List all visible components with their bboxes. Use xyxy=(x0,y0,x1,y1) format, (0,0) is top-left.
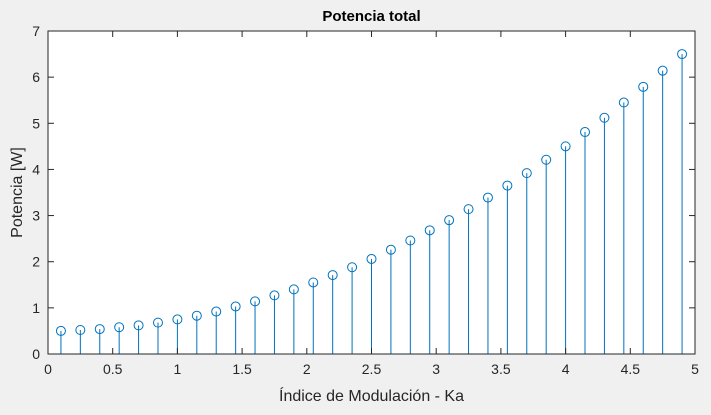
stem-marker xyxy=(541,154,552,165)
stem-point xyxy=(288,284,299,354)
stem-marker xyxy=(191,310,202,321)
stem-point xyxy=(385,244,396,354)
y-tick-label: 7 xyxy=(32,23,40,39)
stem-point xyxy=(191,310,202,354)
stem-point xyxy=(308,277,319,354)
y-tick-label: 6 xyxy=(32,69,40,85)
stem-marker xyxy=(347,262,358,273)
stem-point xyxy=(230,301,241,354)
stem-marker xyxy=(444,215,455,226)
stem-series xyxy=(55,49,688,354)
stem-point xyxy=(327,270,338,354)
stem-marker xyxy=(133,320,144,331)
stem-marker xyxy=(269,290,280,301)
stem-point xyxy=(599,112,610,354)
stem-marker xyxy=(366,253,377,264)
axes-box xyxy=(47,30,696,355)
stem-point xyxy=(502,180,513,354)
stem-marker xyxy=(75,325,86,336)
stem-point xyxy=(269,290,280,354)
stem-point xyxy=(55,325,66,354)
x-tick-label: 2 xyxy=(303,361,311,377)
x-tick-label: 1.5 xyxy=(232,361,252,377)
stem-point xyxy=(366,253,377,354)
stem-marker xyxy=(580,127,591,138)
stem-point xyxy=(482,192,493,354)
stem-marker xyxy=(521,168,532,179)
stem-marker xyxy=(657,65,668,76)
stem-marker xyxy=(308,277,319,288)
x-tick-label: 0 xyxy=(44,361,52,377)
y-tick-label: 2 xyxy=(32,254,40,270)
stem-point xyxy=(347,262,358,354)
x-tick-label: 5 xyxy=(691,361,699,377)
stem-point xyxy=(114,322,125,354)
stem-marker xyxy=(288,284,299,295)
stem-point xyxy=(521,168,532,354)
x-tick-label: 4.5 xyxy=(621,361,641,377)
y-tick-label: 0 xyxy=(32,346,40,362)
stem-point xyxy=(463,204,474,354)
stem-point xyxy=(152,317,163,354)
x-tick-label: 3.5 xyxy=(491,361,511,377)
stem-marker xyxy=(638,81,649,92)
stem-marker xyxy=(250,296,261,307)
stem-point xyxy=(405,235,416,354)
stem-marker xyxy=(502,180,513,191)
x-tick-label: 1 xyxy=(174,361,182,377)
x-axis-ticks: 0 0.5 1 1.5 2 2.5 3 3.5 4 4.5 5 xyxy=(44,31,699,377)
stem-point xyxy=(677,49,688,354)
x-axis-label: Índice de Modulación - Ka xyxy=(279,386,464,405)
y-axis-label: Potencia [W] xyxy=(9,147,26,238)
stem-marker xyxy=(560,141,571,152)
stem-marker xyxy=(463,204,474,215)
stem-marker xyxy=(114,322,125,333)
y-tick-label: 5 xyxy=(32,115,40,131)
stem-point xyxy=(250,296,261,354)
stem-point xyxy=(657,65,668,354)
stem-marker xyxy=(152,317,163,328)
x-tick-label: 0.5 xyxy=(103,361,123,377)
stem-marker xyxy=(482,192,493,203)
stem-point xyxy=(211,306,222,354)
stem-point xyxy=(75,325,86,354)
stem-point xyxy=(541,154,552,354)
stem-marker xyxy=(677,49,688,60)
stem-point xyxy=(94,324,105,354)
stem-point xyxy=(133,320,144,354)
stem-marker xyxy=(405,235,416,246)
stem-marker xyxy=(618,97,629,108)
stem-marker xyxy=(55,325,66,336)
stem-marker xyxy=(211,306,222,317)
stem-point xyxy=(424,225,435,354)
chart-title: Potencia total xyxy=(322,8,420,25)
stem-marker xyxy=(599,112,610,123)
y-axis-ticks: 0 1 2 3 4 5 6 7 xyxy=(32,23,695,362)
x-tick-label: 4 xyxy=(562,361,570,377)
stem-marker xyxy=(94,324,105,335)
stem-point xyxy=(560,141,571,354)
y-tick-label: 1 xyxy=(32,300,40,316)
y-tick-label: 4 xyxy=(32,161,40,177)
stem-point xyxy=(638,81,649,354)
stem-marker xyxy=(230,301,241,312)
stem-point xyxy=(618,97,629,354)
stem-marker xyxy=(327,270,338,281)
stem-marker xyxy=(172,314,183,325)
y-tick-label: 3 xyxy=(32,208,40,224)
stem-marker xyxy=(385,244,396,255)
x-tick-label: 3 xyxy=(432,361,440,377)
stem-point xyxy=(444,215,455,354)
x-tick-label: 2.5 xyxy=(362,361,382,377)
stem-point xyxy=(580,127,591,354)
stem-marker xyxy=(424,225,435,236)
